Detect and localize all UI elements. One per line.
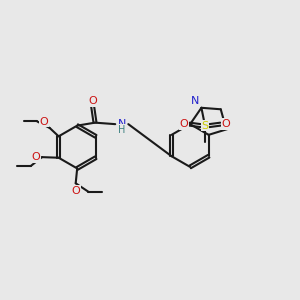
Text: O: O — [221, 119, 230, 129]
Text: O: O — [88, 96, 97, 106]
Text: O: O — [40, 116, 48, 127]
Text: N: N — [191, 96, 199, 106]
Text: O: O — [32, 152, 40, 162]
Text: O: O — [71, 186, 80, 196]
Text: H: H — [118, 125, 125, 135]
Text: O: O — [180, 119, 189, 129]
Text: N: N — [118, 118, 126, 128]
Text: S: S — [201, 121, 208, 130]
